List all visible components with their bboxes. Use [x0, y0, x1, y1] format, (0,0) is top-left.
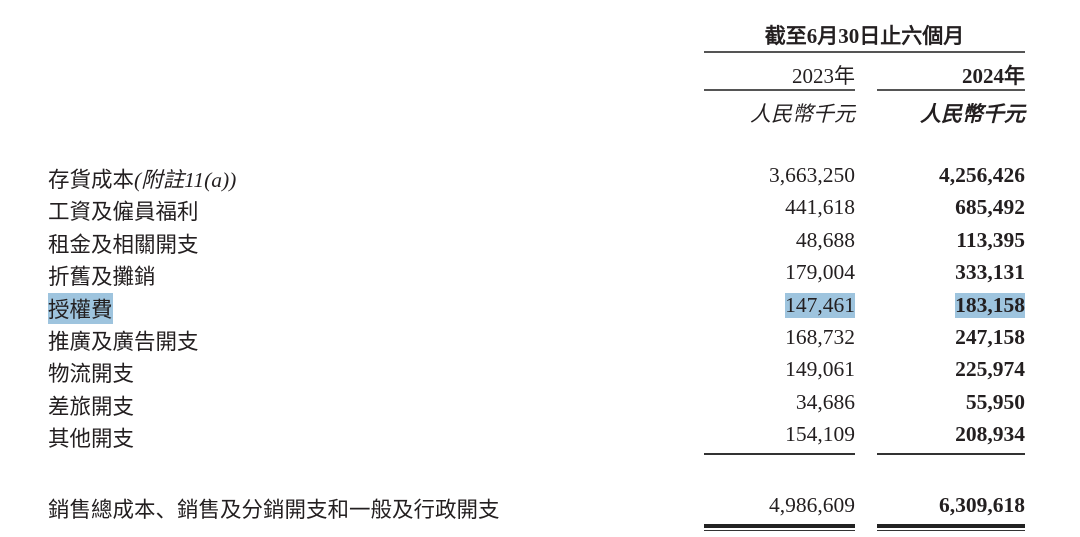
row-label: 差旅開支 [48, 394, 135, 419]
value-2023: 147,461 [785, 292, 855, 318]
value-2024: 55,950 [965, 389, 1025, 414]
table-row: 差旅開支 34,686 55,950 [0, 390, 1080, 422]
value-2023: 179,004 [785, 260, 855, 285]
row-label: 工資及僱員福利 [48, 200, 199, 225]
value-2023: 3,663,250 [769, 163, 855, 187]
value-2023: 154,109 [785, 422, 855, 447]
row-label: 物流開支 [48, 362, 135, 387]
value-2023: 34,686 [795, 389, 855, 414]
value-2023: 168,732 [785, 325, 855, 349]
table-row: 授權費 147,461 183,158 [0, 292, 1080, 325]
total-label: 銷售總成本、銷售及分銷開支和一般及行政開支 [48, 498, 500, 522]
total-2024: 6,309,618 [939, 493, 1025, 517]
header-divider [704, 51, 1025, 53]
unit-2024: 人民幣千元 [920, 102, 1025, 126]
value-2024: 247,158 [955, 325, 1025, 349]
period-header: 截至6月30日止六個月 [764, 24, 965, 48]
row-label: 存貨成本(附註11(a)) [48, 168, 237, 192]
value-2023: 441,618 [785, 195, 855, 220]
year-2024-header: 2024年 [962, 64, 1025, 88]
year-divider-2024 [877, 89, 1025, 91]
value-2024: 183,158 [955, 292, 1025, 318]
row-label: 租金及相關開支 [48, 232, 199, 257]
value-2023: 48,688 [795, 227, 855, 252]
row-label: 折舊及攤銷 [48, 265, 156, 290]
subtotal-rule-2024 [877, 453, 1025, 455]
total-row: 銷售總成本、銷售及分銷開支和一般及行政開支 4,986,609 6,309,61… [0, 493, 1080, 525]
value-2024: 4,256,426 [939, 163, 1025, 187]
value-2024: 113,395 [956, 227, 1025, 252]
year-divider-2023 [704, 89, 855, 91]
row-label: 推廣及廣告開支 [48, 330, 199, 354]
table-row: 物流開支 149,061 225,974 [0, 357, 1080, 389]
subtotal-rule-2023 [704, 453, 855, 455]
table-row: 工資及僱員福利 441,618 685,492 [0, 195, 1080, 227]
value-2024: 208,934 [955, 422, 1025, 447]
value-2024: 333,131 [955, 260, 1025, 285]
row-label: 授權費 [48, 292, 113, 324]
value-2024: 225,974 [955, 357, 1025, 382]
table-row: 其他開支 154,109 208,934 [0, 422, 1080, 454]
year-2023-header: 2023年 [792, 64, 855, 88]
double-rule-2024 [877, 524, 1025, 531]
value-2024: 685,492 [955, 195, 1025, 220]
table-row: 推廣及廣告開支 168,732 247,158 [0, 325, 1080, 357]
value-2023: 149,061 [785, 357, 855, 382]
double-rule-2023 [704, 524, 855, 531]
row-note: (附註11(a)) [134, 168, 237, 192]
table-row: 租金及相關開支 48,688 113,395 [0, 228, 1080, 260]
table-row: 折舊及攤銷 179,004 333,131 [0, 260, 1080, 292]
unit-2023: 人民幣千元 [750, 102, 855, 126]
table-row: 存貨成本(附註11(a)) 3,663,250 4,256,426 [0, 163, 1080, 195]
row-label: 其他開支 [48, 427, 135, 452]
total-2023: 4,986,609 [769, 493, 855, 517]
